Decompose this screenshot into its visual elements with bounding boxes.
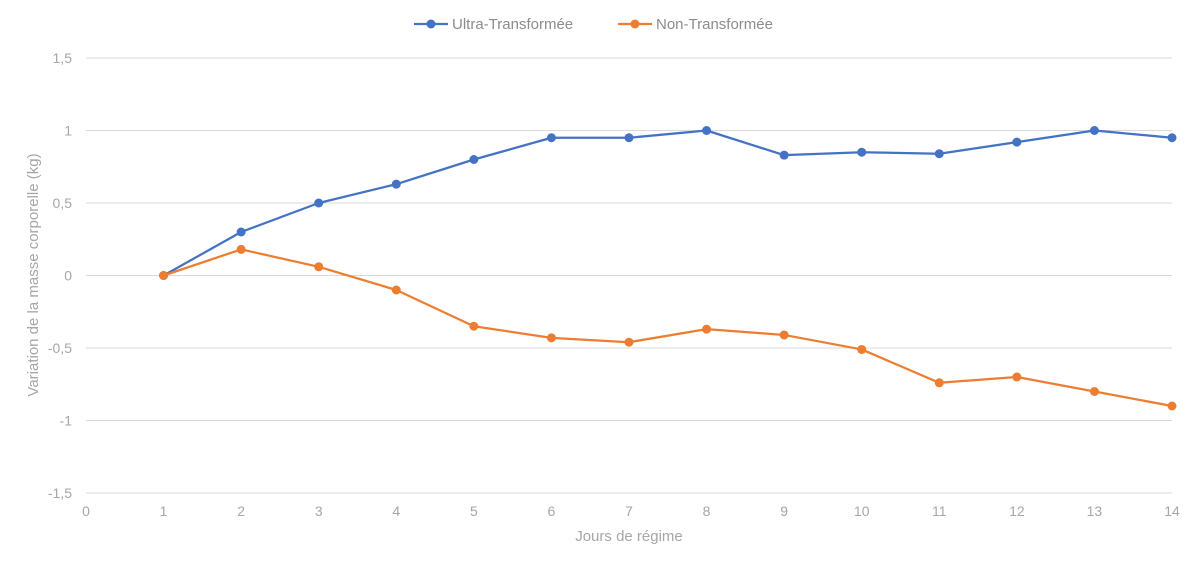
data-point (779, 150, 789, 160)
data-point (934, 149, 944, 159)
data-point (857, 147, 867, 157)
x-tick-label: 5 (470, 503, 478, 519)
legend-label: Ultra-Transformée (452, 16, 573, 33)
data-point (391, 285, 401, 295)
x-axis-title: Jours de régime (575, 528, 683, 545)
x-tick-label: 0 (82, 503, 90, 519)
legend-item: Non-Transformée (618, 16, 773, 33)
x-tick-label: 10 (854, 503, 870, 519)
data-point (314, 262, 324, 272)
y-axis-title: Variation de la masse corporelle (kg) (25, 153, 42, 396)
x-tick-label: 14 (1164, 503, 1180, 519)
data-point (159, 271, 169, 280)
legend-label: Non-Transformée (656, 16, 773, 33)
x-tick-label: 6 (548, 503, 556, 519)
x-tick-label: 7 (625, 503, 633, 519)
data-point (1012, 137, 1022, 147)
y-tick-label: 0 (64, 268, 72, 284)
series-group (159, 244, 1177, 411)
x-tick-label: 12 (1009, 503, 1025, 519)
data-point (779, 330, 789, 340)
data-point (702, 126, 712, 135)
x-tick-label: 1 (160, 503, 168, 519)
x-axis-tick-labels: 0 1 2 3 4 5 6 7 8 9 10 11 12 13 14 (82, 503, 1180, 519)
data-point (391, 179, 401, 189)
x-tick-label: 13 (1087, 503, 1103, 519)
y-tick-label: 1 (64, 123, 72, 139)
y-tick-label: -1 (60, 413, 73, 429)
data-point (934, 378, 944, 388)
data-point (1089, 126, 1099, 135)
y-tick-label: -0,5 (48, 340, 72, 356)
x-tick-label: 4 (392, 503, 400, 519)
gridlines (86, 57, 1172, 494)
data-point (314, 198, 324, 208)
legend-marker (630, 19, 640, 29)
y-tick-label: -1,5 (48, 485, 72, 501)
data-point (469, 155, 479, 164)
data-point (1012, 372, 1022, 382)
x-tick-label: 2 (237, 503, 245, 519)
series-line (163, 129, 1173, 277)
x-tick-label: 9 (780, 503, 788, 519)
series-line (163, 248, 1173, 408)
data-point (624, 337, 634, 347)
data-point (236, 227, 246, 237)
series-layer (159, 126, 1177, 411)
x-tick-label: 8 (703, 503, 711, 519)
data-point (857, 344, 867, 354)
x-tick-label: 3 (315, 503, 323, 519)
legend-marker (426, 19, 436, 29)
y-tick-label: 1,5 (53, 50, 73, 66)
data-point (469, 321, 479, 331)
x-tick-label: 11 (932, 503, 947, 519)
data-point (1167, 401, 1177, 411)
data-point (236, 244, 246, 254)
y-tick-label: 0,5 (53, 195, 73, 211)
data-point (702, 324, 712, 334)
data-point (624, 133, 634, 143)
data-point (546, 133, 556, 143)
data-point (1089, 387, 1099, 396)
data-point (546, 333, 556, 343)
data-point (1167, 133, 1177, 143)
legend-item: Ultra-Transformée (414, 16, 573, 33)
y-axis-tick-labels: 1,5 1 0,5 0 -0,5 -1 -1,5 (48, 50, 72, 501)
legend: Ultra-Transformée Non-Transformée (414, 16, 773, 33)
